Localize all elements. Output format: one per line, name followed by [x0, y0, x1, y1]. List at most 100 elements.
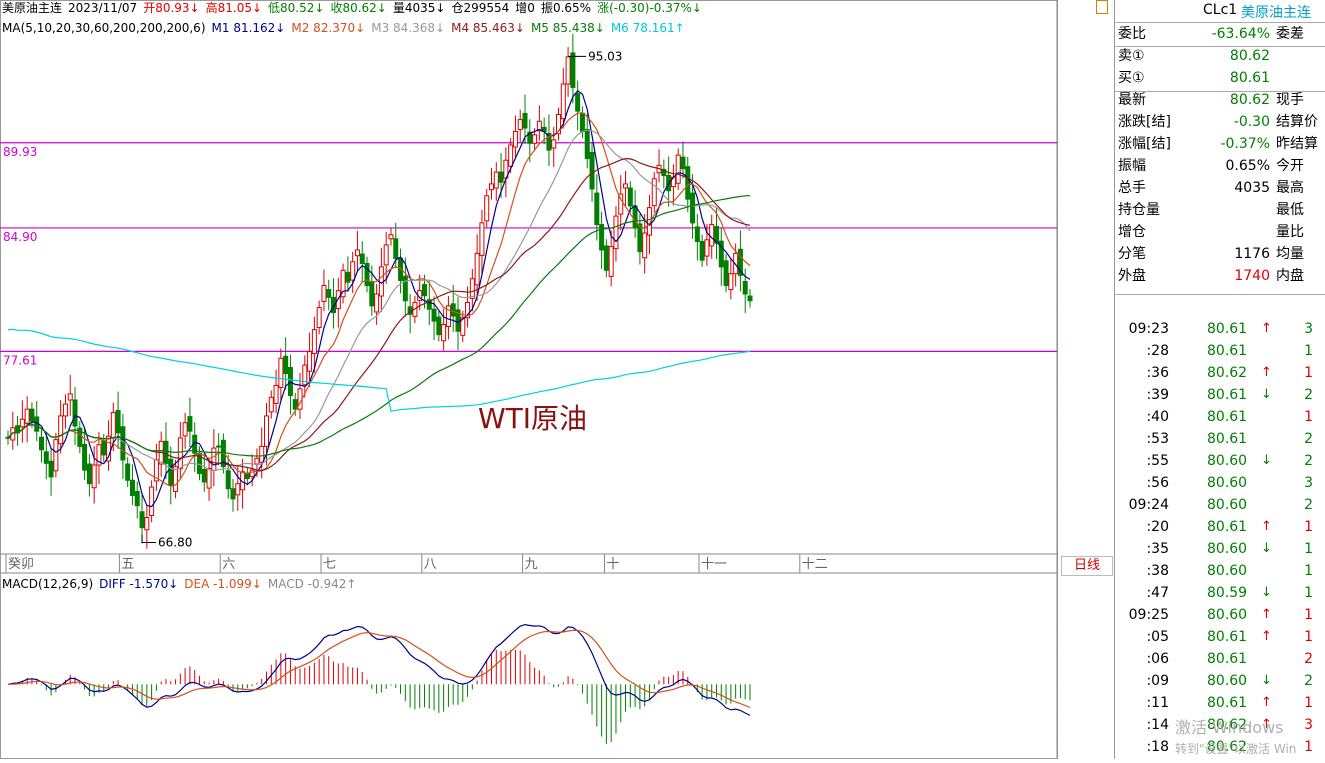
candle-body	[632, 205, 638, 229]
candle-body	[168, 458, 174, 486]
tick-row: :53 80.61 2	[1115, 428, 1325, 450]
candle-body	[369, 280, 375, 307]
candle-body	[421, 284, 427, 297]
candle-body	[144, 517, 150, 531]
candle-body	[259, 445, 265, 463]
tick-volume: 1	[1304, 541, 1313, 557]
candle-body	[747, 295, 753, 302]
tick-time: :53	[1146, 431, 1169, 447]
kline-chart-area[interactable]: 94.0092.0090.0088.0086.0084.0082.0080.00…	[0, 0, 1110, 759]
quote-row-value: -63.64%	[1211, 26, 1270, 42]
candle-body	[120, 426, 126, 461]
tick-row: :18 80.62 1	[1115, 736, 1325, 758]
tick-price: 80.62	[1207, 717, 1248, 733]
panel-toggle-icon[interactable]	[1096, 0, 1108, 14]
candle-body	[728, 273, 734, 291]
candle-body	[110, 412, 116, 439]
candle-body	[283, 355, 289, 375]
tick-price: 80.61	[1207, 387, 1248, 403]
candle-body	[737, 248, 743, 276]
candle-body	[704, 239, 710, 257]
tick-time: 09:25	[1128, 607, 1169, 623]
quote-divider-3	[1115, 294, 1325, 295]
candle-body	[546, 132, 552, 151]
candle-body	[10, 427, 16, 441]
candle-body	[24, 408, 30, 424]
candle-body	[627, 187, 633, 207]
tick-price: 80.60	[1207, 607, 1248, 623]
candle-body	[398, 257, 404, 281]
quote-row: 最新 80.62 现手	[1115, 89, 1325, 111]
tick-time: :39	[1146, 387, 1169, 403]
tick-volume: 1	[1304, 739, 1313, 755]
time-axis-label: 五	[121, 557, 134, 572]
kline-chart-svg[interactable]: 94.0092.0090.0088.0086.0084.0082.0080.00…	[0, 0, 1110, 759]
ma5-line	[7, 89, 751, 508]
candle-body	[527, 131, 533, 144]
tick-row: :20 80.61 ↑ 1	[1115, 516, 1325, 538]
quote-row-label2: 最低	[1276, 202, 1304, 218]
high-price-label: 95.03	[588, 49, 622, 63]
tick-volume: 1	[1304, 607, 1313, 623]
quote-row: 买① 80.61	[1115, 67, 1325, 89]
candle-body	[551, 139, 557, 149]
tick-arrow-icon: ↑	[1261, 607, 1272, 622]
quote-row-label: 振幅	[1118, 158, 1146, 174]
quote-row: 持仓量 最低	[1115, 199, 1325, 221]
tick-time: :35	[1146, 541, 1169, 557]
macd-legend-label: MACD(12,26,9)	[2, 577, 94, 591]
tick-arrow-icon: ↓	[1261, 541, 1272, 556]
candle-body	[268, 396, 274, 413]
tick-volume: 1	[1304, 343, 1313, 359]
candle-body	[709, 224, 715, 247]
macd-legend-diff: DIFF -1.570↓	[99, 577, 179, 591]
candle-body	[723, 260, 729, 287]
candle-body	[235, 483, 241, 496]
quote-row-value: 80.61	[1229, 70, 1270, 86]
candle-body	[618, 193, 624, 215]
candle-body	[374, 293, 380, 313]
quote-row: 外盘 1740 内盘	[1115, 265, 1325, 287]
tick-volume: 2	[1304, 651, 1313, 667]
tick-row: :39 80.61 ↓ 2	[1115, 384, 1325, 406]
header-high: 高81.05↓	[205, 1, 263, 15]
tick-time: :28	[1146, 343, 1169, 359]
tick-volume: 3	[1304, 717, 1313, 733]
ma-legend-m2: M2 82.370↓	[291, 21, 366, 35]
quote-row-label: 总手	[1118, 180, 1146, 196]
candle-body	[182, 422, 188, 437]
ma-legend: MA(5,10,20,30,60,200,200,200,6) M1 81.162…	[2, 20, 691, 36]
quote-row-label2: 今开	[1276, 158, 1304, 174]
candle-body	[29, 408, 35, 422]
candle-body	[426, 299, 432, 310]
tick-row: :14 80.62 ↑ 3	[1115, 714, 1325, 736]
time-axis-label: 八	[424, 557, 437, 572]
candle-body	[613, 215, 619, 250]
period-daily-button[interactable]: 日线	[1061, 556, 1113, 576]
tick-row: :28 80.61 1	[1115, 340, 1325, 362]
candle-body	[177, 437, 183, 470]
time-axis-label: 癸卯	[8, 557, 34, 572]
quote-row-value: 4035	[1234, 180, 1270, 196]
quote-row-label2: 昨结算	[1276, 136, 1318, 152]
candle-body	[594, 192, 600, 226]
macd-legend-macd: MACD -0.942↑	[267, 577, 357, 591]
header-amplitude: 振0.65%	[540, 1, 592, 15]
quote-row-label2: 结算价	[1276, 114, 1318, 130]
candle-body	[685, 166, 691, 200]
tick-time: :47	[1146, 585, 1169, 601]
tick-volume: 1	[1304, 365, 1313, 381]
candle-body	[603, 245, 609, 271]
quote-name: 美原油主连	[1241, 5, 1311, 21]
tick-arrow-icon: ↓	[1261, 453, 1272, 468]
candle-body	[699, 241, 705, 261]
header-close: 收80.62↓	[330, 1, 387, 15]
ma-legend-m6: M6 78.161↑	[610, 21, 685, 35]
time-axis-label: 十	[607, 557, 620, 572]
candle-body	[129, 479, 135, 497]
tick-time: :38	[1146, 563, 1169, 579]
candle-body	[86, 463, 92, 485]
quote-row-label2: 均量	[1276, 246, 1304, 262]
candle-body	[67, 393, 73, 401]
time-axis-label: 七	[323, 557, 336, 572]
